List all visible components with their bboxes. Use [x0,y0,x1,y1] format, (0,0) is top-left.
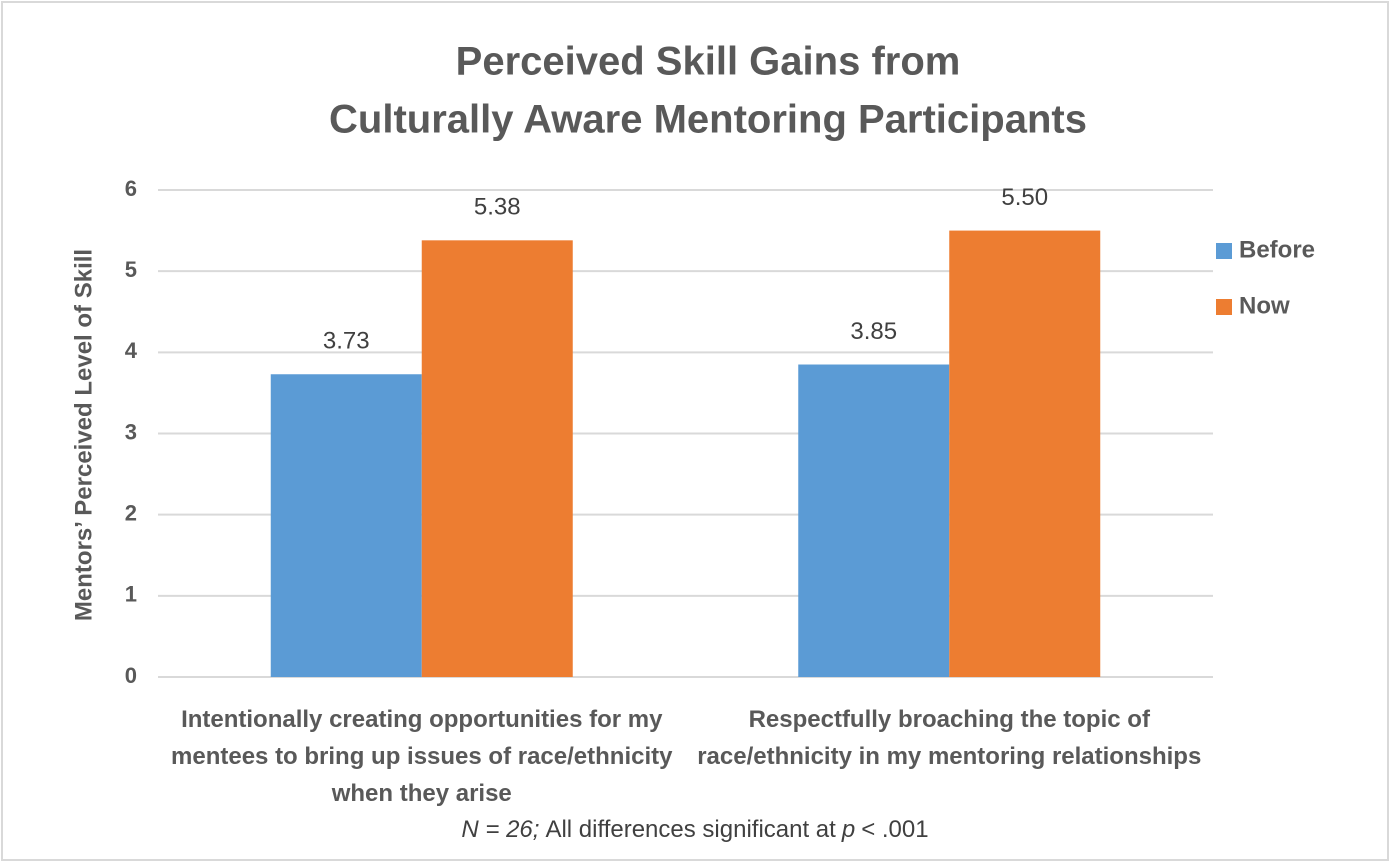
data-label: 5.50 [1001,184,1048,211]
y-tick-label: 1 [125,582,137,607]
chart-title: Perceived Skill Gains from [456,40,961,84]
bar [421,240,573,677]
y-tick-label: 4 [125,338,138,363]
data-label: 3.85 [850,318,897,345]
footnote: N = 26; All differences significant at p < … [0,816,1390,844]
bar [798,364,950,677]
bar [949,230,1101,678]
x-tick-label: Intentionally creating opportunities for… [171,706,673,807]
y-tick-label: 3 [125,419,137,444]
legend-label: Before [1239,236,1315,263]
footnote-part: N = 26; [461,816,540,843]
legend-swatch [1216,299,1232,315]
y-tick-label: 2 [125,500,137,525]
footnote-part: All differences significant at [545,816,836,843]
footnote-part: p [841,816,856,843]
y-tick-label: 5 [125,257,137,282]
data-label: 3.73 [323,328,370,355]
legend-swatch [1216,243,1232,259]
y-axis-title: Mentors’ Perceived Level of Skill [70,249,97,621]
x-tick-label: Respectfully broaching the topic of race… [697,706,1202,770]
bar [270,374,422,677]
data-label: 5.38 [474,194,521,221]
legend-label: Now [1239,292,1290,319]
y-tick-label: 6 [125,176,137,201]
chart-title: Culturally Aware Mentoring Participants [329,98,1087,142]
footnote-part: < .001 [861,816,929,843]
y-tick-label: 0 [125,663,137,688]
